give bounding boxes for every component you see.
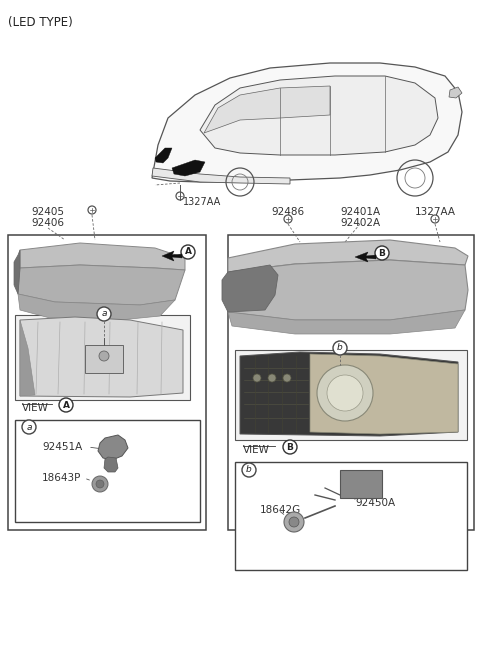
FancyBboxPatch shape <box>228 235 474 530</box>
Circle shape <box>59 398 73 412</box>
Text: B: B <box>287 443 293 451</box>
Text: 92486: 92486 <box>271 207 305 217</box>
Text: a: a <box>26 422 32 432</box>
Text: 18643P: 18643P <box>42 473 82 483</box>
Circle shape <box>268 374 276 382</box>
Circle shape <box>181 245 195 259</box>
Polygon shape <box>152 168 290 184</box>
Circle shape <box>333 341 347 355</box>
Text: A: A <box>62 401 70 409</box>
Text: 1327AA: 1327AA <box>183 197 221 207</box>
Text: 92402A: 92402A <box>340 218 380 228</box>
Polygon shape <box>20 317 183 397</box>
Polygon shape <box>228 240 468 272</box>
Circle shape <box>22 420 36 434</box>
Circle shape <box>99 351 109 361</box>
Text: 18642G: 18642G <box>260 505 301 515</box>
Polygon shape <box>355 252 376 262</box>
Text: 92451A: 92451A <box>42 442 82 452</box>
Polygon shape <box>20 243 185 270</box>
FancyBboxPatch shape <box>8 235 206 530</box>
Text: 92450A: 92450A <box>355 498 395 508</box>
Polygon shape <box>162 251 182 261</box>
Polygon shape <box>18 294 175 320</box>
FancyBboxPatch shape <box>235 350 467 440</box>
Polygon shape <box>200 76 438 155</box>
Text: b: b <box>337 344 343 352</box>
FancyBboxPatch shape <box>340 470 382 498</box>
Polygon shape <box>104 457 118 472</box>
Polygon shape <box>228 310 465 334</box>
Text: (LED TYPE): (LED TYPE) <box>8 16 73 29</box>
Text: VIEW: VIEW <box>243 445 270 455</box>
Text: A: A <box>184 247 192 256</box>
Polygon shape <box>152 63 462 182</box>
FancyBboxPatch shape <box>15 315 190 400</box>
Circle shape <box>253 374 261 382</box>
Text: b: b <box>246 466 252 474</box>
Text: 92405: 92405 <box>32 207 64 217</box>
FancyBboxPatch shape <box>85 345 123 373</box>
Polygon shape <box>14 250 20 294</box>
Text: a: a <box>101 310 107 319</box>
Circle shape <box>283 374 291 382</box>
Polygon shape <box>18 265 185 305</box>
Polygon shape <box>222 265 278 312</box>
Circle shape <box>289 517 299 527</box>
Text: 92401A: 92401A <box>340 207 380 217</box>
Text: 1327AA: 1327AA <box>415 207 456 217</box>
Circle shape <box>92 476 108 492</box>
Text: B: B <box>379 249 385 258</box>
Circle shape <box>242 463 256 477</box>
Text: VIEW: VIEW <box>22 403 49 413</box>
Polygon shape <box>449 87 462 98</box>
Polygon shape <box>228 260 468 320</box>
Text: 92406: 92406 <box>32 218 64 228</box>
Circle shape <box>284 512 304 532</box>
Polygon shape <box>20 320 35 396</box>
Circle shape <box>327 375 363 411</box>
Polygon shape <box>240 352 458 436</box>
FancyBboxPatch shape <box>15 420 200 522</box>
FancyBboxPatch shape <box>235 462 467 570</box>
Circle shape <box>96 480 104 488</box>
Polygon shape <box>155 148 172 163</box>
Polygon shape <box>204 86 330 133</box>
Circle shape <box>317 365 373 421</box>
Circle shape <box>375 246 389 260</box>
Circle shape <box>97 307 111 321</box>
Polygon shape <box>310 354 458 434</box>
Polygon shape <box>172 160 205 176</box>
Circle shape <box>283 440 297 454</box>
Polygon shape <box>98 435 128 460</box>
